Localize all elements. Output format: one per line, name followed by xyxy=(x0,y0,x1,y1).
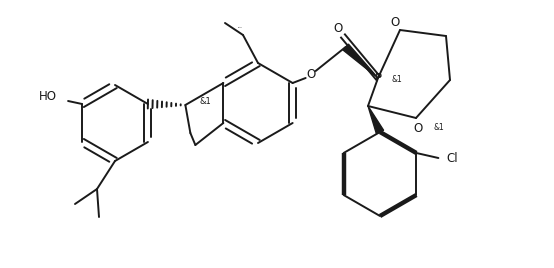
Text: P: P xyxy=(375,72,382,84)
Text: O: O xyxy=(334,21,342,35)
Text: HO: HO xyxy=(39,91,57,103)
Text: Cl: Cl xyxy=(447,151,458,165)
Text: O: O xyxy=(413,121,423,135)
Text: &1: &1 xyxy=(392,76,403,84)
Polygon shape xyxy=(343,44,378,78)
Polygon shape xyxy=(368,106,383,134)
Text: O: O xyxy=(306,69,315,81)
Text: methyl: methyl xyxy=(238,26,243,28)
Text: O: O xyxy=(391,16,399,28)
Text: &1: &1 xyxy=(199,98,211,106)
Text: &1: &1 xyxy=(434,122,445,132)
